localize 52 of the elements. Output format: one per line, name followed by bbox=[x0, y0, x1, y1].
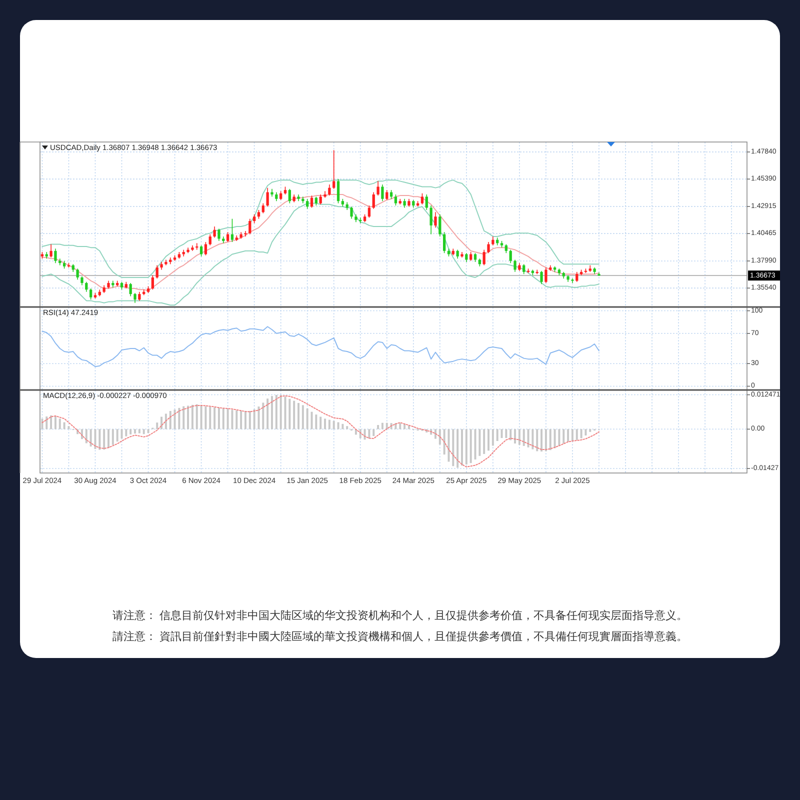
candlestick bbox=[332, 150, 336, 190]
candlestick bbox=[328, 184, 331, 196]
candlestick bbox=[134, 292, 136, 304]
candlestick bbox=[576, 272, 578, 282]
candlestick bbox=[319, 194, 322, 205]
candlestick bbox=[89, 288, 92, 300]
candlestick bbox=[350, 206, 353, 220]
line-series bbox=[42, 180, 600, 278]
line-series bbox=[42, 326, 600, 368]
candlestick bbox=[522, 264, 526, 275]
candlestick bbox=[509, 249, 512, 264]
candlestick bbox=[230, 218, 234, 242]
candlestick bbox=[54, 248, 57, 264]
candlestick bbox=[438, 214, 442, 237]
candlestick bbox=[204, 242, 208, 256]
candlestick bbox=[544, 267, 548, 284]
candlestick bbox=[200, 244, 203, 257]
candlestick bbox=[487, 242, 490, 254]
candlestick bbox=[85, 281, 88, 292]
candlestick bbox=[425, 194, 428, 210]
candlestick bbox=[151, 274, 154, 290]
candlestick bbox=[376, 180, 380, 196]
candlestick bbox=[372, 192, 375, 210]
candlestick bbox=[129, 282, 132, 297]
candlestick bbox=[386, 190, 388, 200]
candlestick bbox=[226, 232, 230, 242]
text: 請注意： 資訊目前僅針對非中國大陸區域的華文投資機構和個人，且僅提供參考價值，不具備任何現實層面指導意義。 bbox=[112, 630, 688, 643]
candlestick bbox=[213, 226, 216, 238]
candlestick bbox=[50, 244, 52, 258]
candlestick bbox=[540, 270, 543, 284]
candlestick bbox=[306, 198, 309, 210]
candlestick bbox=[368, 205, 371, 218]
candlestick bbox=[336, 178, 340, 204]
candlestick bbox=[76, 268, 79, 280]
candlestick bbox=[218, 228, 220, 242]
candlestick bbox=[266, 187, 269, 208]
candlestick bbox=[324, 190, 326, 198]
candlestick bbox=[208, 234, 212, 246]
candlestick bbox=[248, 218, 252, 235]
candlestick bbox=[156, 264, 158, 279]
candlestick bbox=[394, 194, 398, 206]
text: 请注意： 信息目前仅针对非中国大陆区域的华文投资机构和个人，且仅提供参考价值，不具备任何现实层面指导意义。 bbox=[112, 609, 688, 622]
candlestick bbox=[262, 202, 264, 214]
candlestick bbox=[420, 192, 424, 205]
candlestick bbox=[514, 259, 516, 272]
candlestick bbox=[381, 184, 384, 202]
candlestick bbox=[434, 212, 437, 228]
candlestick bbox=[310, 195, 314, 208]
candlestick bbox=[430, 205, 432, 235]
candlestick bbox=[482, 249, 486, 266]
candlestick bbox=[442, 232, 446, 254]
candlestick bbox=[288, 188, 291, 204]
